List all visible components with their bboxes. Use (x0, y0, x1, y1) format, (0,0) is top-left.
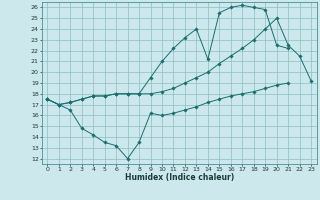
X-axis label: Humidex (Indice chaleur): Humidex (Indice chaleur) (124, 173, 234, 182)
